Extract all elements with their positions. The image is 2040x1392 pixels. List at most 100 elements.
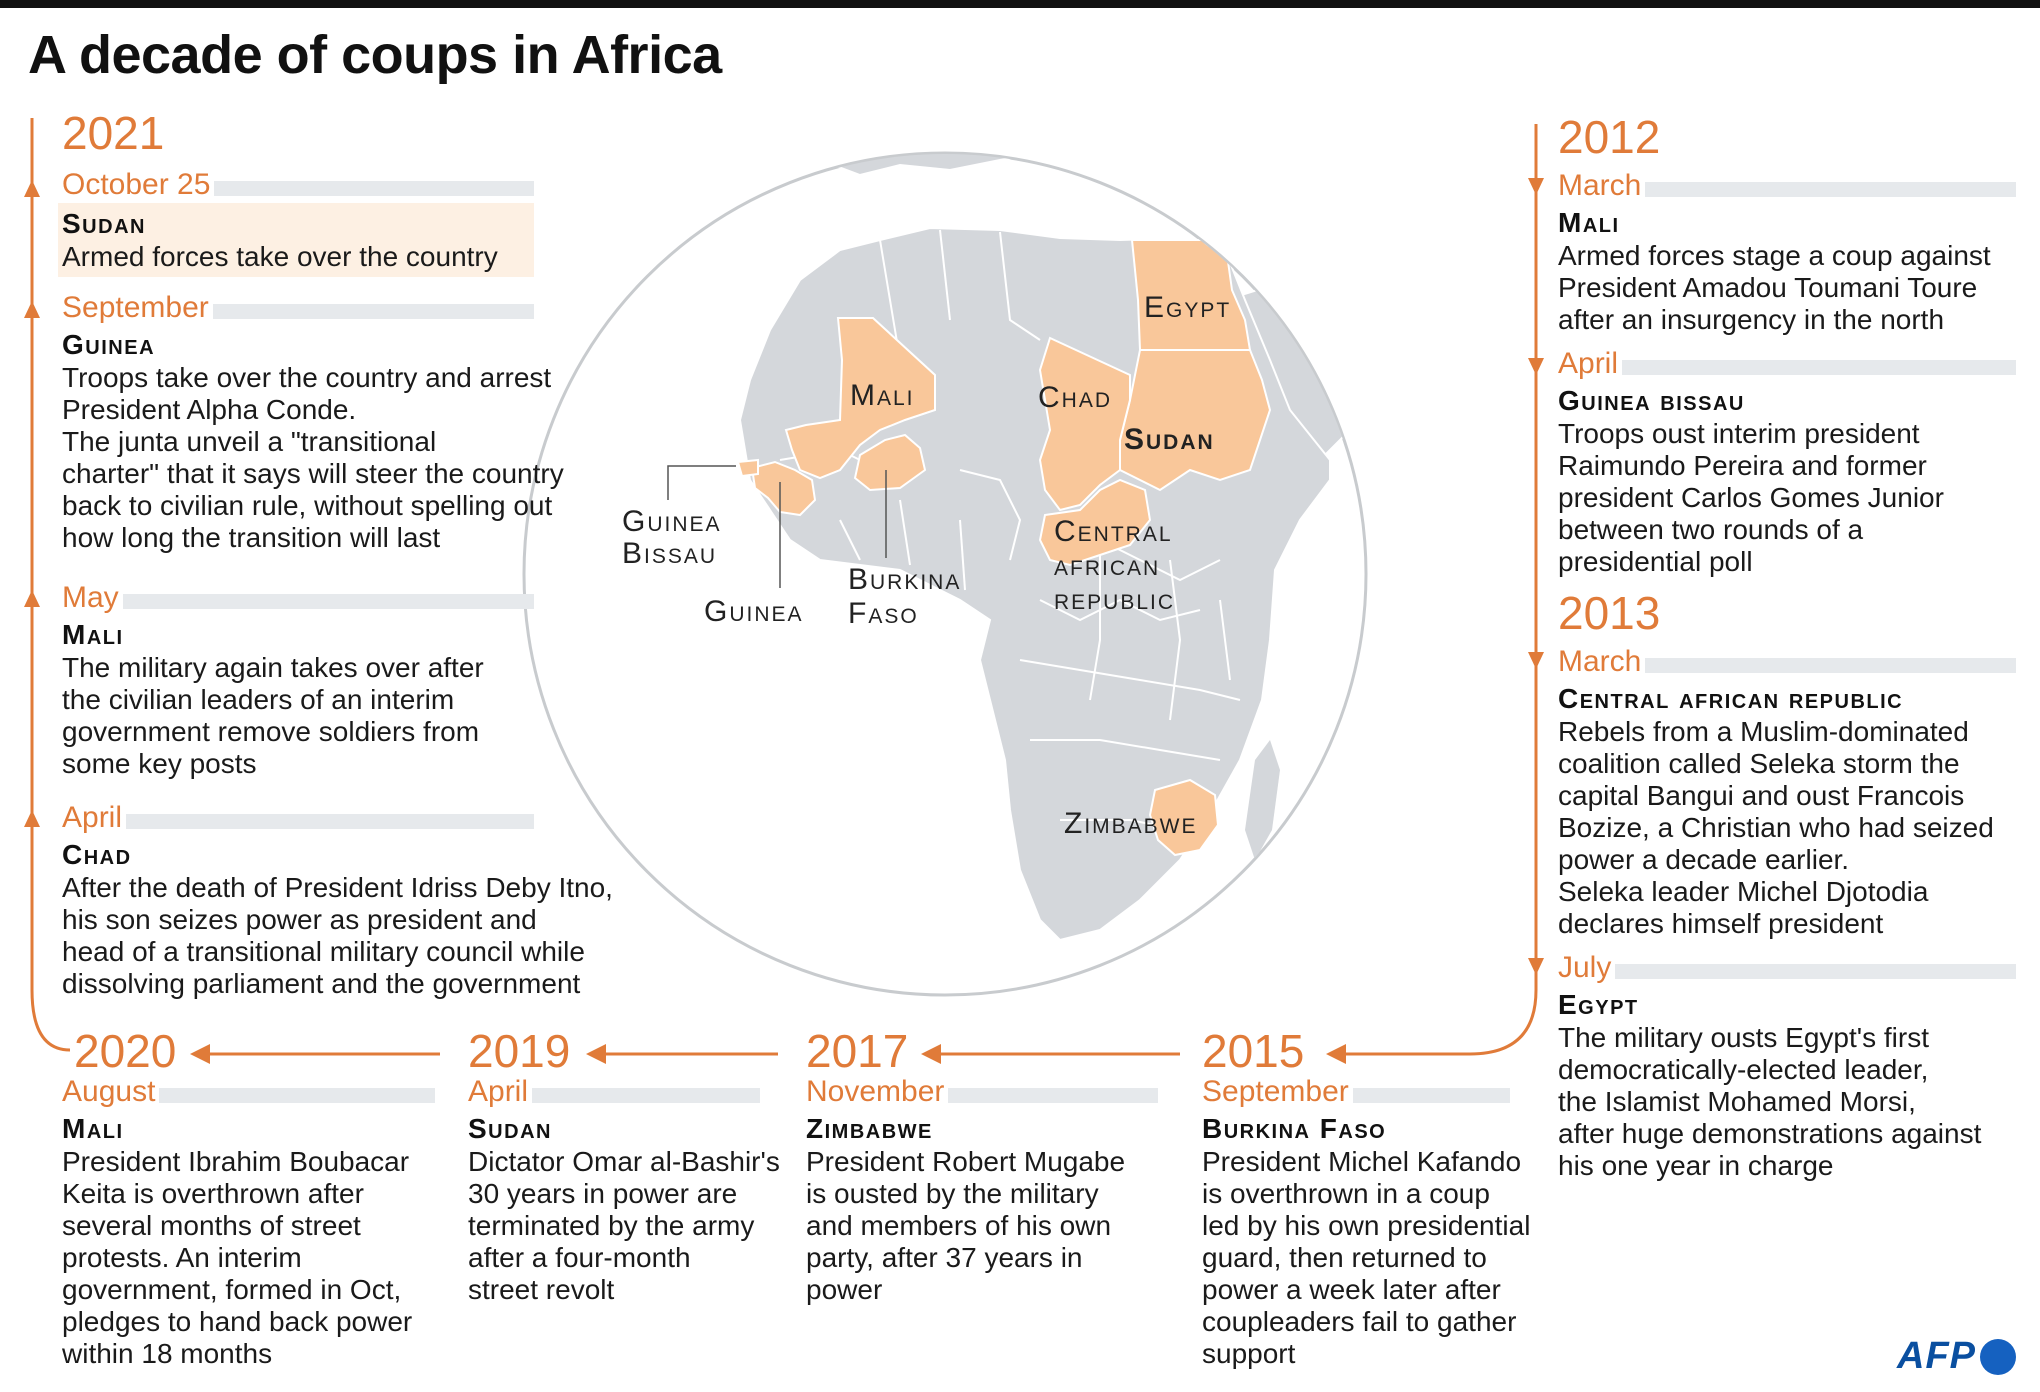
event-desc-line: The military again takes over after: [62, 652, 484, 683]
event-desc-line: government remove soldiers from: [62, 716, 480, 747]
afp-logo-text: AFP: [1897, 1335, 1976, 1377]
event-desc-line: the civilian leaders of an interim: [62, 684, 455, 715]
map-label-guinea-bissau-2: Bissau: [622, 537, 718, 570]
event-desc-line: led by his own presidential: [1202, 1210, 1531, 1241]
event-desc-line: Seleka leader Michel Djotodia: [1558, 876, 1929, 907]
year-label: 2015: [1202, 1025, 1305, 1077]
year-2013-block: 2013: [1558, 590, 2016, 636]
event-desc-line: 30 years in power are: [468, 1178, 738, 1209]
event-month: May: [62, 581, 123, 614]
arrow-up-sep: [24, 301, 40, 318]
event-desc-line: power a week later after: [1202, 1274, 1501, 1305]
arrow-up-apr: [24, 810, 40, 827]
arrow-down-mar12: [1528, 178, 1544, 195]
page-title: A decade of coups in Africa: [28, 25, 722, 85]
map-label-mali: Mali: [850, 379, 915, 412]
year-2012-block: 2012: [1558, 114, 2016, 160]
event-desc-line: capital Bangui and oust Francois: [1558, 780, 1965, 811]
event-month: August: [62, 1075, 160, 1108]
event-desc-line: head of a transitional military council …: [62, 936, 585, 967]
event-country: Sudan: [62, 208, 146, 239]
arrow-down-mar13: [1528, 652, 1544, 669]
map-label-burkina-2: Faso: [848, 597, 919, 630]
event-desc-line: support: [1202, 1338, 1296, 1369]
event-desc-line: President Amadou Toumani Toure: [1558, 272, 1978, 303]
event-desc-line: pledges to hand back power: [62, 1306, 413, 1337]
event-desc-line: government, formed in Oct,: [62, 1274, 402, 1305]
event-2012-apr: April Guinea bissau Troops oust interim …: [1558, 346, 2016, 578]
event-month: March: [1558, 645, 1646, 678]
event-desc-line: democratically-elected leader,: [1558, 1054, 1929, 1085]
year-label: 2013: [1558, 587, 1661, 639]
event-desc-line: back to civilian rule, without spelling …: [62, 490, 553, 521]
map-label-car-1: Central: [1054, 515, 1173, 548]
map-label-burkina-1: Burkina: [848, 563, 962, 596]
country-car: [1038, 478, 1152, 567]
event-2015: 2015 September Burkina Faso President Mi…: [1202, 1025, 1531, 1370]
event-country: Sudan: [468, 1113, 552, 1144]
event-month: November: [806, 1075, 949, 1108]
event-desc-line: Armed forces take over the country: [62, 241, 498, 272]
event-month: April: [468, 1075, 533, 1108]
map-label-chad: Chad: [1038, 381, 1113, 414]
event-country: Chad: [62, 839, 132, 870]
event-country: Central african republic: [1558, 683, 1904, 714]
event-desc-line: terminated by the army: [468, 1210, 755, 1241]
event-month: September: [62, 291, 213, 324]
arrow-up-oct: [24, 180, 40, 197]
leader-guinea-bissau: [667, 465, 736, 500]
event-desc-line: After the death of President Idriss Deby…: [62, 872, 613, 903]
event-country: Guinea bissau: [1558, 385, 1745, 416]
event-desc-line: Rebels from a Muslim-dominated: [1558, 716, 1969, 747]
event-desc-line: and members of his own: [806, 1210, 1112, 1241]
year-2021-block: 2021: [62, 110, 534, 156]
event-month: July: [1558, 951, 1616, 984]
event-country: Egypt: [1558, 989, 1639, 1020]
event-2021-may: May Mali The military again takes over a…: [62, 580, 534, 780]
event-2013-mar: March Central african republic Rebels fr…: [1558, 644, 2016, 940]
event-country: Guinea: [62, 329, 156, 360]
year-label: 2020: [74, 1025, 177, 1077]
country-burkina: [853, 433, 927, 492]
event-highlight: Sudan Armed forces take over the country: [58, 203, 534, 277]
country-zimbabwe: [1148, 778, 1220, 857]
event-desc-line: between two rounds of a: [1558, 514, 1864, 545]
event-desc-line: after an insurgency in the north: [1558, 304, 1945, 335]
event-desc-line: after a four-month: [468, 1242, 691, 1273]
event-desc-line: The junta unveil a "transitional: [62, 426, 437, 457]
event-desc-line: party, after 37 years in: [806, 1242, 1083, 1273]
event-desc-line: some key posts: [62, 748, 257, 779]
top-rule: [0, 0, 2040, 8]
event-2020: 2020 August Mali President Ibrahim Bouba…: [62, 1028, 435, 1370]
event-desc-line: his son seizes power as president and: [62, 904, 537, 935]
event-desc-line: Keita is overthrown after: [62, 1178, 364, 1209]
arrow-up-may: [24, 590, 40, 607]
country-mali: [784, 317, 936, 480]
arrow-left-2017: [921, 1044, 941, 1064]
arrow-down-jul13: [1528, 958, 1544, 975]
event-desc-line: Dictator Omar al-Bashir's: [468, 1146, 780, 1177]
event-desc-line: coupleaders fail to gather: [1202, 1306, 1517, 1337]
map-label-sudan: Sudan: [1124, 423, 1215, 456]
event-2021-apr: April Chad After the death of President …: [62, 800, 622, 1000]
country-guinea: [750, 460, 817, 517]
event-desc-line: Bozize, a Christian who had seized: [1558, 812, 1994, 843]
afp-logo: AFP: [1897, 1335, 2016, 1378]
country-guinea-bissau: [736, 458, 759, 478]
event-desc-line: coalition called Seleka storm the: [1558, 748, 1960, 779]
event-desc-line: declares himself president: [1558, 908, 1884, 939]
event-desc-line: The military ousts Egypt's first: [1558, 1022, 1929, 1053]
map-label-guinea: Guinea: [704, 595, 804, 628]
event-country: Burkina Faso: [1202, 1113, 1387, 1144]
event-month: October 25: [62, 168, 215, 201]
event-desc-line: after huge demonstrations against: [1558, 1118, 1982, 1149]
event-desc-line: within 18 months: [62, 1338, 273, 1369]
year-label: 2019: [468, 1025, 571, 1077]
arrow-left-2019: [586, 1044, 606, 1064]
country-chad: [1038, 336, 1131, 512]
event-desc-line: Raimundo Pereira and former: [1558, 450, 1927, 481]
map-label-egypt: Egypt: [1144, 291, 1232, 324]
map-label-car-2: african: [1054, 549, 1161, 582]
event-month: April: [62, 801, 127, 834]
